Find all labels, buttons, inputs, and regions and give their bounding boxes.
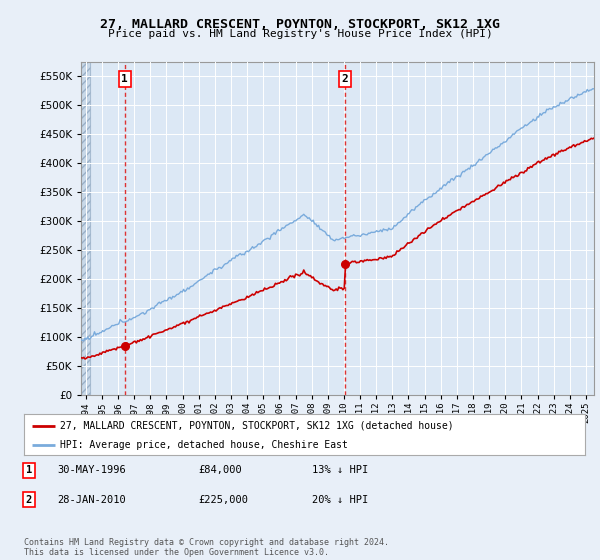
Text: 1: 1	[121, 74, 128, 84]
Text: 27, MALLARD CRESCENT, POYNTON, STOCKPORT, SK12 1XG (detached house): 27, MALLARD CRESCENT, POYNTON, STOCKPORT…	[61, 421, 454, 431]
Text: £225,000: £225,000	[198, 494, 248, 505]
Text: 20% ↓ HPI: 20% ↓ HPI	[312, 494, 368, 505]
Text: 13% ↓ HPI: 13% ↓ HPI	[312, 465, 368, 475]
Text: £84,000: £84,000	[198, 465, 242, 475]
Text: HPI: Average price, detached house, Cheshire East: HPI: Average price, detached house, Ches…	[61, 440, 349, 450]
Text: 30-MAY-1996: 30-MAY-1996	[57, 465, 126, 475]
Text: Price paid vs. HM Land Registry's House Price Index (HPI): Price paid vs. HM Land Registry's House …	[107, 29, 493, 39]
Text: 2: 2	[342, 74, 349, 84]
Text: Contains HM Land Registry data © Crown copyright and database right 2024.
This d: Contains HM Land Registry data © Crown c…	[24, 538, 389, 557]
Bar	[81, 59, 90, 395]
Text: 1: 1	[26, 465, 32, 475]
Text: 27, MALLARD CRESCENT, POYNTON, STOCKPORT, SK12 1XG: 27, MALLARD CRESCENT, POYNTON, STOCKPORT…	[100, 18, 500, 31]
Text: 2: 2	[26, 494, 32, 505]
Bar	[81, 62, 90, 395]
Text: 28-JAN-2010: 28-JAN-2010	[57, 494, 126, 505]
